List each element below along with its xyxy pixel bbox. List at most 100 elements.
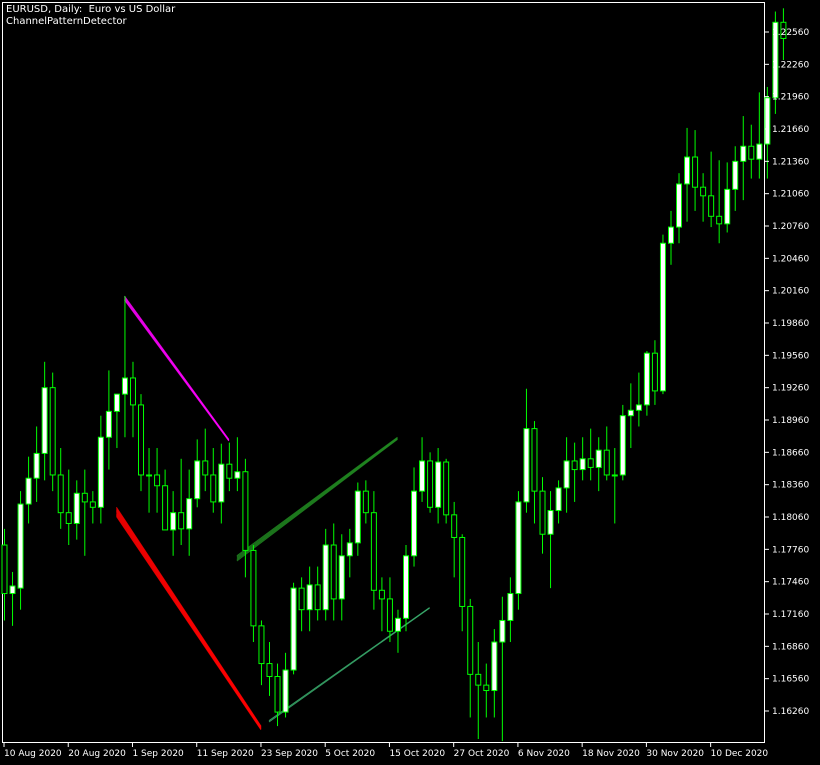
- candle-body: [619, 415, 626, 476]
- candle-body: [627, 409, 634, 417]
- candle-body: [684, 156, 691, 185]
- candle-body: [515, 501, 522, 595]
- candle-body: [121, 377, 128, 395]
- candle-body: [411, 490, 418, 557]
- candle-body: [65, 512, 72, 524]
- candle-body: [603, 449, 610, 476]
- candle-body: [25, 477, 32, 505]
- candle-body: [282, 669, 289, 713]
- x-tick-label: 23 Sep 2020: [261, 749, 318, 759]
- y-tick-label: 1.20160: [772, 287, 809, 297]
- candle-body: [202, 460, 209, 476]
- candle-body: [403, 555, 409, 619]
- candle-body: [250, 549, 257, 627]
- candle-body: [547, 510, 554, 535]
- candle-body: [330, 544, 337, 600]
- y-tick-label: 1.22560: [772, 28, 809, 38]
- candle-body: [314, 584, 321, 611]
- x-tick-label: 20 Aug 2020: [68, 749, 126, 759]
- x-tick-label: 10 Aug 2020: [4, 749, 62, 759]
- candle-body: [258, 625, 265, 665]
- y-tick-label: 1.16260: [772, 707, 809, 717]
- candle-body: [523, 428, 530, 503]
- y-tick-label: 1.21060: [772, 190, 809, 200]
- candle-body: [563, 460, 570, 489]
- y-tick-label: 1.17160: [772, 610, 809, 620]
- candle-body: [491, 641, 498, 692]
- y-tick-label: 1.19560: [772, 351, 809, 361]
- candle-body: [595, 449, 602, 468]
- candle-body: [306, 584, 313, 611]
- candle-body: [129, 377, 136, 406]
- candle-body: [113, 393, 120, 412]
- candle-body: [507, 593, 514, 621]
- y-tick-label: 1.19860: [772, 319, 809, 329]
- y-tick-label: 1.16560: [772, 675, 809, 685]
- candle-body: [138, 404, 145, 476]
- candle-body: [579, 458, 586, 471]
- candle-body: [571, 460, 578, 471]
- candle-body: [242, 471, 249, 551]
- candle-body: [33, 452, 40, 479]
- candle-body: [194, 460, 201, 500]
- y-tick-label: 1.18960: [772, 416, 809, 426]
- candle-body: [394, 617, 401, 632]
- candle-body: [97, 436, 104, 508]
- x-tick-label: 6 Nov 2020: [518, 749, 570, 759]
- candle-body: [89, 501, 96, 508]
- candle-body: [499, 619, 506, 643]
- candle-body: [186, 498, 193, 530]
- candle-body: [611, 474, 618, 477]
- channel-line-0-3: [124, 299, 230, 442]
- candles: [1, 8, 787, 742]
- symbol-title: EURUSD, Daily: Euro vs US Dollar: [6, 4, 176, 15]
- candle-body: [162, 485, 169, 531]
- channel-line-2-0: [236, 436, 398, 557]
- y-tick-label: 1.18060: [772, 513, 809, 523]
- candle-body: [338, 555, 345, 600]
- candle-body: [435, 461, 442, 508]
- candle-body: [49, 387, 56, 476]
- channel-line-1-7: [116, 516, 262, 731]
- candle-body: [1, 544, 8, 595]
- candle-body: [346, 542, 353, 557]
- candle-body: [772, 21, 779, 99]
- candle-body: [298, 587, 305, 611]
- candle-body: [708, 195, 715, 217]
- y-tick-label: 1.16860: [772, 642, 809, 652]
- y-tick-label: 1.20760: [772, 222, 809, 232]
- channel-line-3-1: [268, 607, 430, 723]
- candle-body: [234, 471, 241, 479]
- candle-body: [676, 183, 683, 228]
- candle-body: [41, 387, 48, 454]
- y-tick-label: 1.18360: [772, 481, 809, 491]
- indicator-name: ChannelPatternDetector: [6, 16, 127, 27]
- y-tick-label: 1.22260: [772, 60, 809, 70]
- candle-body: [483, 684, 490, 692]
- candle-body: [73, 492, 80, 524]
- candle-body: [539, 490, 546, 535]
- candle-body: [290, 587, 297, 671]
- candle-body: [362, 490, 369, 514]
- candle-body: [210, 474, 217, 503]
- channel-line-2-3: [236, 438, 398, 561]
- channel-line-2-2: [236, 437, 398, 559]
- candle-body: [105, 410, 112, 438]
- candle-body: [443, 461, 450, 516]
- candle-body: [587, 458, 594, 468]
- y-tick-label: 1.17760: [772, 545, 809, 555]
- candle-body: [266, 663, 273, 678]
- candle-body: [154, 474, 161, 487]
- candle-body: [467, 605, 474, 675]
- candle-body: [732, 160, 739, 190]
- x-tick-label: 27 Oct 2020: [454, 749, 510, 759]
- y-tick-label: 1.17460: [772, 578, 809, 588]
- x-tick-label: 18 Nov 2020: [582, 749, 640, 759]
- y-tick-label: 1.19260: [772, 384, 809, 394]
- candle-body: [748, 145, 755, 160]
- candle-body: [427, 460, 434, 508]
- candle-body: [218, 463, 225, 503]
- candle-body: [764, 97, 771, 145]
- candle-body: [322, 544, 329, 611]
